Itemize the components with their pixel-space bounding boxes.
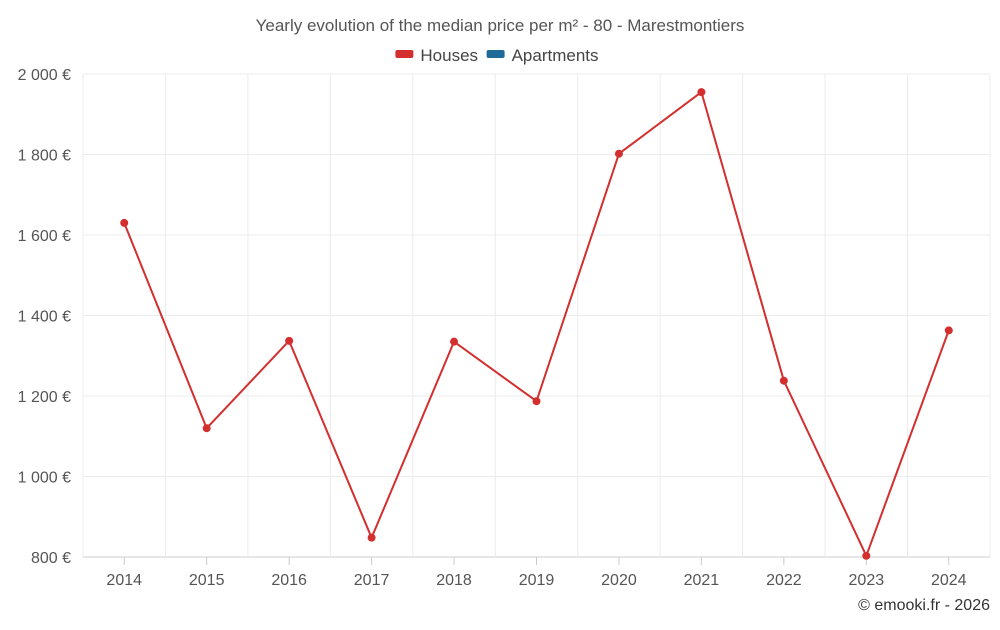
series-layer — [120, 88, 953, 560]
legend-swatch-houses — [395, 50, 414, 58]
y-axis: 800 € 1 000 € 1 200 € 1 400 € 1 600 € 1 800 €… — [18, 67, 71, 567]
x-tick-label: 2024 — [931, 572, 967, 589]
data-point-houses — [202, 424, 211, 433]
y-tick-label: 1 200 € — [18, 389, 71, 406]
x-tick-label: 2019 — [519, 572, 555, 589]
y-tick-label: 2 000 € — [18, 67, 71, 84]
data-point-houses — [944, 326, 953, 335]
y-tick-label: 1 800 € — [18, 148, 71, 165]
chart-title: Yearly evolution of the median price per… — [256, 16, 745, 35]
y-tick-label: 1 600 € — [18, 228, 71, 245]
data-point-houses — [450, 337, 459, 346]
x-tick-label: 2021 — [684, 572, 720, 589]
x-tick-label: 2015 — [189, 572, 225, 589]
y-tick-label: 800 € — [31, 550, 71, 567]
legend-label-apartments: Apartments — [512, 46, 599, 65]
x-axis: 2014 2015 2016 2017 2018 2019 2020 2021 2022 2023… — [106, 557, 967, 589]
chart-credit: © emooki.fr - 2026 — [858, 597, 990, 614]
data-point-houses — [614, 149, 623, 158]
data-point-houses — [779, 376, 788, 385]
data-point-houses — [367, 533, 376, 542]
x-tick-label: 2017 — [354, 572, 390, 589]
x-tick-label: 2020 — [601, 572, 637, 589]
legend-label-houses: Houses — [420, 46, 478, 65]
data-point-houses — [862, 551, 871, 560]
y-tick-label: 1 000 € — [18, 470, 71, 487]
legend-swatch-apartments — [486, 50, 505, 58]
x-tick-label: 2014 — [106, 572, 142, 589]
data-point-houses — [285, 336, 294, 345]
x-tick-label: 2022 — [766, 572, 802, 589]
y-tick-label: 1 400 € — [18, 309, 71, 326]
data-point-houses — [120, 218, 129, 227]
data-point-houses — [532, 397, 541, 406]
x-tick-label: 2018 — [436, 572, 472, 589]
x-tick-label: 2016 — [271, 572, 307, 589]
legend: Houses Apartments — [395, 46, 599, 65]
data-point-houses — [697, 88, 706, 97]
grid — [82, 73, 991, 558]
x-tick-label: 2023 — [849, 572, 885, 589]
